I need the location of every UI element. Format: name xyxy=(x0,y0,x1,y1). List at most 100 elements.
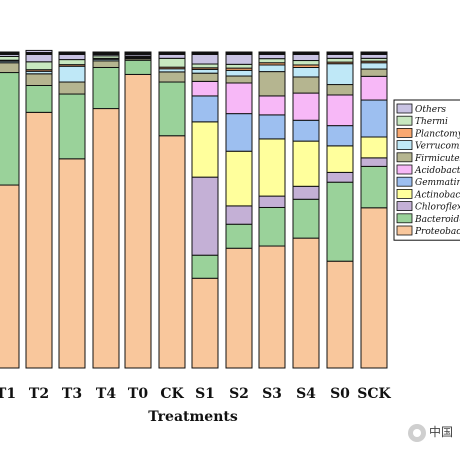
legend-swatch xyxy=(396,225,413,236)
bar-segment-t2-others xyxy=(25,49,53,63)
bar-segment-s4-gemmatimonadetes xyxy=(292,119,320,142)
bar-segment-ck-bacteroidetes xyxy=(158,81,186,137)
bar-segment-t1-firmicutes xyxy=(0,62,20,74)
bar-segment-t0-proteobacteria xyxy=(124,73,152,369)
bar-segment-s4-acidobacteria xyxy=(292,92,320,121)
watermark: 中国 xyxy=(408,423,453,442)
bar-segment-t4-firmicutes xyxy=(92,60,120,68)
bar-top-cap-s0 xyxy=(327,52,353,55)
bar-segment-s0-verrucomicrobia xyxy=(326,63,354,86)
bar-segment-s4-actinobacteria xyxy=(292,140,320,187)
bar-segment-t1-bacteroidetes xyxy=(0,72,20,186)
x-tick-label: T4 xyxy=(96,386,116,402)
bar-segment-t4-bacteroidetes xyxy=(92,66,120,110)
bar-segment-s0-actinobacteria xyxy=(326,145,354,173)
chat-bubble-icon xyxy=(408,423,426,442)
bar-segment-s3-actinobacteria xyxy=(258,138,286,197)
bars-group xyxy=(0,49,388,369)
bar-segment-s3-chloroflexi xyxy=(258,195,286,208)
bar-segment-t3-firmicutes xyxy=(58,81,86,95)
bar-segment-t1-proteobacteria xyxy=(0,184,20,369)
bar-segment-s0-thermi xyxy=(326,57,354,63)
bar-top-cap-s2 xyxy=(226,52,252,55)
legend-swatch xyxy=(396,127,413,138)
bar-segment-s1-proteobacteria xyxy=(191,277,219,369)
bar-segment-s1-thermi xyxy=(191,63,219,69)
bar-segment-s0-gemmatimonadetes xyxy=(326,125,354,147)
bar-top-cap-sck xyxy=(361,52,387,55)
bar-segment-s3-thermi xyxy=(258,58,286,64)
legend: Others Thermi Planctomycetes Verrucomicrobi… xyxy=(393,99,460,241)
bar-segment-s1-bacteroidetes xyxy=(191,254,219,279)
legend-swatch xyxy=(396,103,413,114)
bar-segment-t2-thermi xyxy=(25,61,53,71)
x-tick-label: S1 xyxy=(195,386,215,402)
bar-segment-s2-acidobacteria xyxy=(225,82,253,115)
bar-segment-s4-bacteroidetes xyxy=(292,198,320,239)
bar-segment-s2-bacteroidetes xyxy=(225,223,253,249)
bar-segment-s3-firmicutes xyxy=(258,71,286,97)
bar-segment-s1-chloroflexi xyxy=(191,176,219,256)
x-tick-label: SCK xyxy=(357,386,391,402)
legend-label: Acidobacteria xyxy=(414,166,460,176)
watermark-text: 中国 xyxy=(429,425,454,439)
bar-segment-s4-firmicutes xyxy=(292,76,320,94)
bar-segment-s2-chloroflexi xyxy=(225,205,253,225)
legend-label: Firmicutes xyxy=(414,154,460,164)
legend-swatch xyxy=(396,164,413,175)
bar-segment-t3-verrucomicrobia xyxy=(58,65,86,83)
legend-label: Thermi xyxy=(415,117,448,127)
bar-segment-s4-chloroflexi xyxy=(292,185,320,200)
bar-segment-sck-actinobacteria xyxy=(360,136,388,159)
legend-label: Proteobacteria xyxy=(414,227,460,237)
legend-label: Actinobacteria xyxy=(414,190,460,200)
legend-label: Planctomycetes xyxy=(414,129,460,139)
bar-segment-s2-firmicutes xyxy=(225,75,253,84)
bar-segment-s4-verrucomicrobia xyxy=(292,66,320,78)
legend-swatch xyxy=(396,115,413,126)
bar-segment-t3-thermi xyxy=(58,59,86,66)
bar-segment-t2-firmicutes xyxy=(25,73,53,86)
bar-segment-sck-acidobacteria xyxy=(360,75,388,101)
x-axis-label: Treatments xyxy=(148,409,238,425)
bar-segment-s1-gemmatimonadetes xyxy=(191,95,219,123)
bar-segment-sck-chloroflexi xyxy=(360,157,388,167)
bar-top-cap-ck xyxy=(159,52,185,55)
bar-segment-sck-gemmatimonadetes xyxy=(360,99,388,138)
legend-swatch xyxy=(396,140,413,151)
bar-segment-s3-verrucomicrobia xyxy=(258,64,286,73)
bar-top-cap-s1 xyxy=(192,52,218,55)
bar-segment-t3-proteobacteria xyxy=(58,158,86,369)
bar-segment-s2-actinobacteria xyxy=(225,150,253,207)
bar-segment-s3-bacteroidetes xyxy=(258,206,286,247)
legend-label: Verrucomicrobia xyxy=(415,142,460,152)
x-tick-label: S3 xyxy=(262,386,282,402)
bar-top-cap-s3 xyxy=(259,52,285,55)
bar-segment-s3-gemmatimonadetes xyxy=(258,114,286,140)
legend-label: Others xyxy=(415,105,446,115)
bar-segment-sck-proteobacteria xyxy=(360,207,388,369)
legend-swatch xyxy=(396,152,413,163)
bar-segment-s1-verrucomicrobia xyxy=(191,68,219,74)
legend-label: Chloroflexi xyxy=(415,203,460,213)
bar-segment-s4-proteobacteria xyxy=(292,237,320,369)
bar-segment-t1-thermi xyxy=(0,55,20,61)
bar-segment-s3-acidobacteria xyxy=(258,95,286,116)
bar-segment-s2-gemmatimonadetes xyxy=(225,113,253,152)
x-tick-label: S4 xyxy=(296,386,316,402)
bar-segment-t0-bacteroidetes xyxy=(124,59,152,75)
bar-segment-s0-bacteroidetes xyxy=(326,181,354,262)
bar-top-cap-t0 xyxy=(125,52,151,55)
bar-segment-t2-proteobacteria xyxy=(25,111,53,369)
bar-top-cap-s4 xyxy=(293,52,319,55)
x-tick-label: S2 xyxy=(229,386,249,402)
bar-segment-s0-firmicutes xyxy=(326,84,354,96)
x-tick-label: T2 xyxy=(29,386,49,402)
legend-swatch xyxy=(396,188,413,199)
bar-segment-t2-bacteroidetes xyxy=(25,84,53,113)
legend-swatch xyxy=(396,201,413,212)
bar-segment-t3-bacteroidetes xyxy=(58,93,86,160)
bar-segment-s0-chloroflexi xyxy=(326,171,354,183)
bar-top-cap-t2 xyxy=(26,52,52,55)
